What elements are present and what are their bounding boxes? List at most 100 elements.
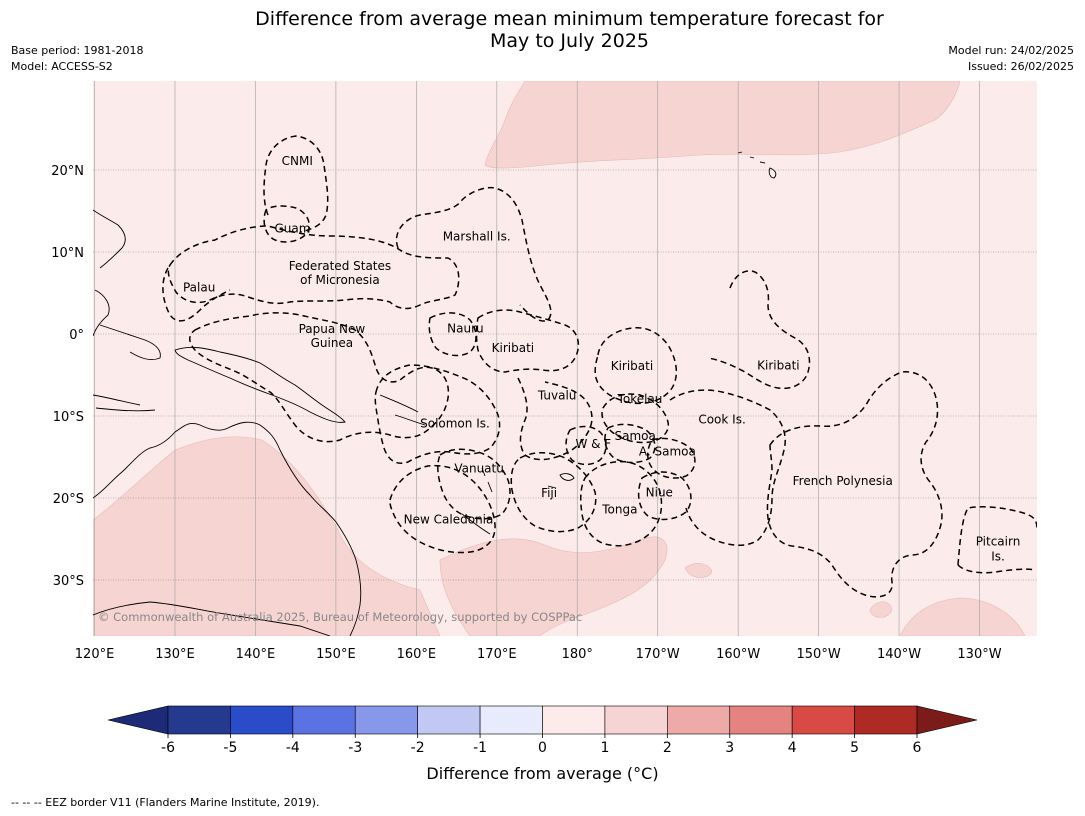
meta-left: Base period: 1981-2018 Model: ACCESS-S2 [11, 43, 143, 75]
eez-legend-note: -- -- -- EEZ border V11 (Flanders Marine… [11, 796, 320, 809]
eez-niue [637, 471, 692, 521]
longitude-label: 130°W [957, 647, 1001, 662]
region-label: Nauru [447, 321, 483, 335]
eez-french-polynesia [766, 371, 943, 598]
longitude-label: 140°W [877, 647, 921, 662]
title-line-2: May to July 2025 [490, 30, 649, 52]
colorbar-segment [479, 705, 543, 735]
colorbar-tick-label: -6 [161, 740, 175, 756]
latitude-labels: 20°N 10°N 0° 10°S 20°S 30°S [51, 164, 84, 589]
latitude-label: 10°S [53, 410, 84, 425]
colorbar-over-arrow [916, 705, 978, 735]
eez-kiribati-line [707, 270, 811, 390]
longitude-label: 180° [562, 647, 593, 662]
eez-vanuatu [437, 448, 511, 520]
latitude-label: 30°S [53, 574, 84, 589]
eez-samoa [604, 423, 656, 464]
region-label: Tonga [601, 503, 637, 517]
region-label: Kiribati [492, 341, 534, 355]
colorbar-segment [230, 705, 294, 735]
colorbar-tick-label: -5 [223, 740, 237, 756]
colorbar-tick-label: 3 [725, 740, 734, 756]
title-line-1: Difference from average mean minimum tem… [255, 8, 884, 30]
coastline-vanuatu [481, 467, 493, 493]
colorbar-segment [854, 705, 918, 735]
region-label: Guinea [311, 336, 354, 350]
region-label: Kiribati [611, 359, 653, 373]
colorbar-tick-label: 2 [663, 740, 672, 756]
colorbar-segment [354, 705, 418, 735]
region-label: Federated States [289, 259, 391, 273]
region-label: of Micronesia [300, 273, 380, 287]
region-label: Tokelau [617, 392, 663, 406]
region-label: French Polynesia [793, 474, 893, 488]
region-label: New Caledonia [404, 512, 494, 526]
coastline-australia-south [93, 601, 331, 636]
latitude-label: 20°N [51, 164, 84, 179]
eez-fiji [510, 452, 597, 533]
coastline-new-guinea [174, 346, 346, 423]
longitude-label: 160°E [397, 647, 437, 662]
colorbar-segment [417, 705, 481, 735]
eez-guam [263, 205, 310, 243]
eez-tokelau [601, 393, 670, 444]
colorbar-segment [604, 705, 668, 735]
eez-new-caledonia [389, 464, 496, 554]
eez-wallis-futuna [565, 425, 607, 466]
longitude-label: 120°E [75, 647, 115, 662]
base-period-text: Base period: 1981-2018 [11, 44, 144, 57]
region-label: Kiribati [757, 358, 799, 372]
region-label: A. Samoa [639, 444, 696, 458]
latitude-label: 0° [69, 328, 84, 343]
eez-cook-islands [669, 389, 786, 546]
anomaly-area-north-pacific [484, 81, 961, 169]
colorbar-tick-label: 1 [600, 740, 609, 756]
latitude-label: 10°N [51, 246, 84, 261]
region-label: Vanuatu [454, 462, 504, 476]
meta-right: Model run: 24/02/2025 Issued: 26/02/2025 [948, 43, 1074, 75]
colorbar-segment [729, 705, 793, 735]
colorbar-tick-label: 4 [788, 740, 797, 756]
colorbar-tick-label: -2 [411, 740, 425, 756]
coastline-solomon [379, 394, 426, 426]
graticule [93, 81, 1037, 636]
eez-cnmi [263, 135, 329, 233]
longitude-label: 140°E [236, 647, 276, 662]
eez-american-samoa [647, 437, 696, 479]
longitude-label: 130°E [155, 647, 195, 662]
coastline-fiji [547, 473, 575, 489]
anomaly-area-small-2 [869, 601, 893, 618]
anomaly-area-australia [93, 436, 441, 636]
eez-nauru [428, 312, 477, 357]
colorbar-label: Difference from average (°C) [426, 764, 659, 783]
colorbar-tick-label: -1 [473, 740, 487, 756]
model-run-text: Model run: 24/02/2025 [948, 44, 1074, 57]
eez-pitcairn [957, 506, 1037, 574]
coastlines [93, 151, 777, 636]
region-label: Guam [274, 221, 310, 235]
anomaly-area-south-east [899, 597, 1026, 636]
region-label: Is. [991, 549, 1005, 563]
region-label: Papua New [299, 322, 366, 336]
model-text: Model: ACCESS-S2 [11, 60, 113, 73]
colorbar-segment [542, 705, 606, 735]
coastline-new-caledonia [461, 513, 491, 535]
copyright-text: © Commonwealth of Australia 2025, Bureau… [98, 610, 582, 624]
colorbar-tick-label: 0 [538, 740, 547, 756]
colorbar-tick-label: -4 [286, 740, 300, 756]
longitude-label: 150°W [797, 647, 841, 662]
colorbar-segment [791, 705, 855, 735]
coastline-hawaii [737, 151, 777, 179]
region-label: CNMI [282, 154, 313, 168]
region-label: Pitcairn [976, 535, 1021, 549]
colorbar-under-arrow [107, 705, 169, 735]
eez-tuvalu [517, 377, 593, 461]
longitude-label: 170°W [636, 647, 680, 662]
coastline-philippines-indonesia [93, 209, 161, 412]
eez-fsm [167, 225, 460, 310]
colorbar-tick-label: -3 [348, 740, 362, 756]
eez-marshall [395, 186, 552, 322]
eez-borders [162, 135, 1037, 598]
